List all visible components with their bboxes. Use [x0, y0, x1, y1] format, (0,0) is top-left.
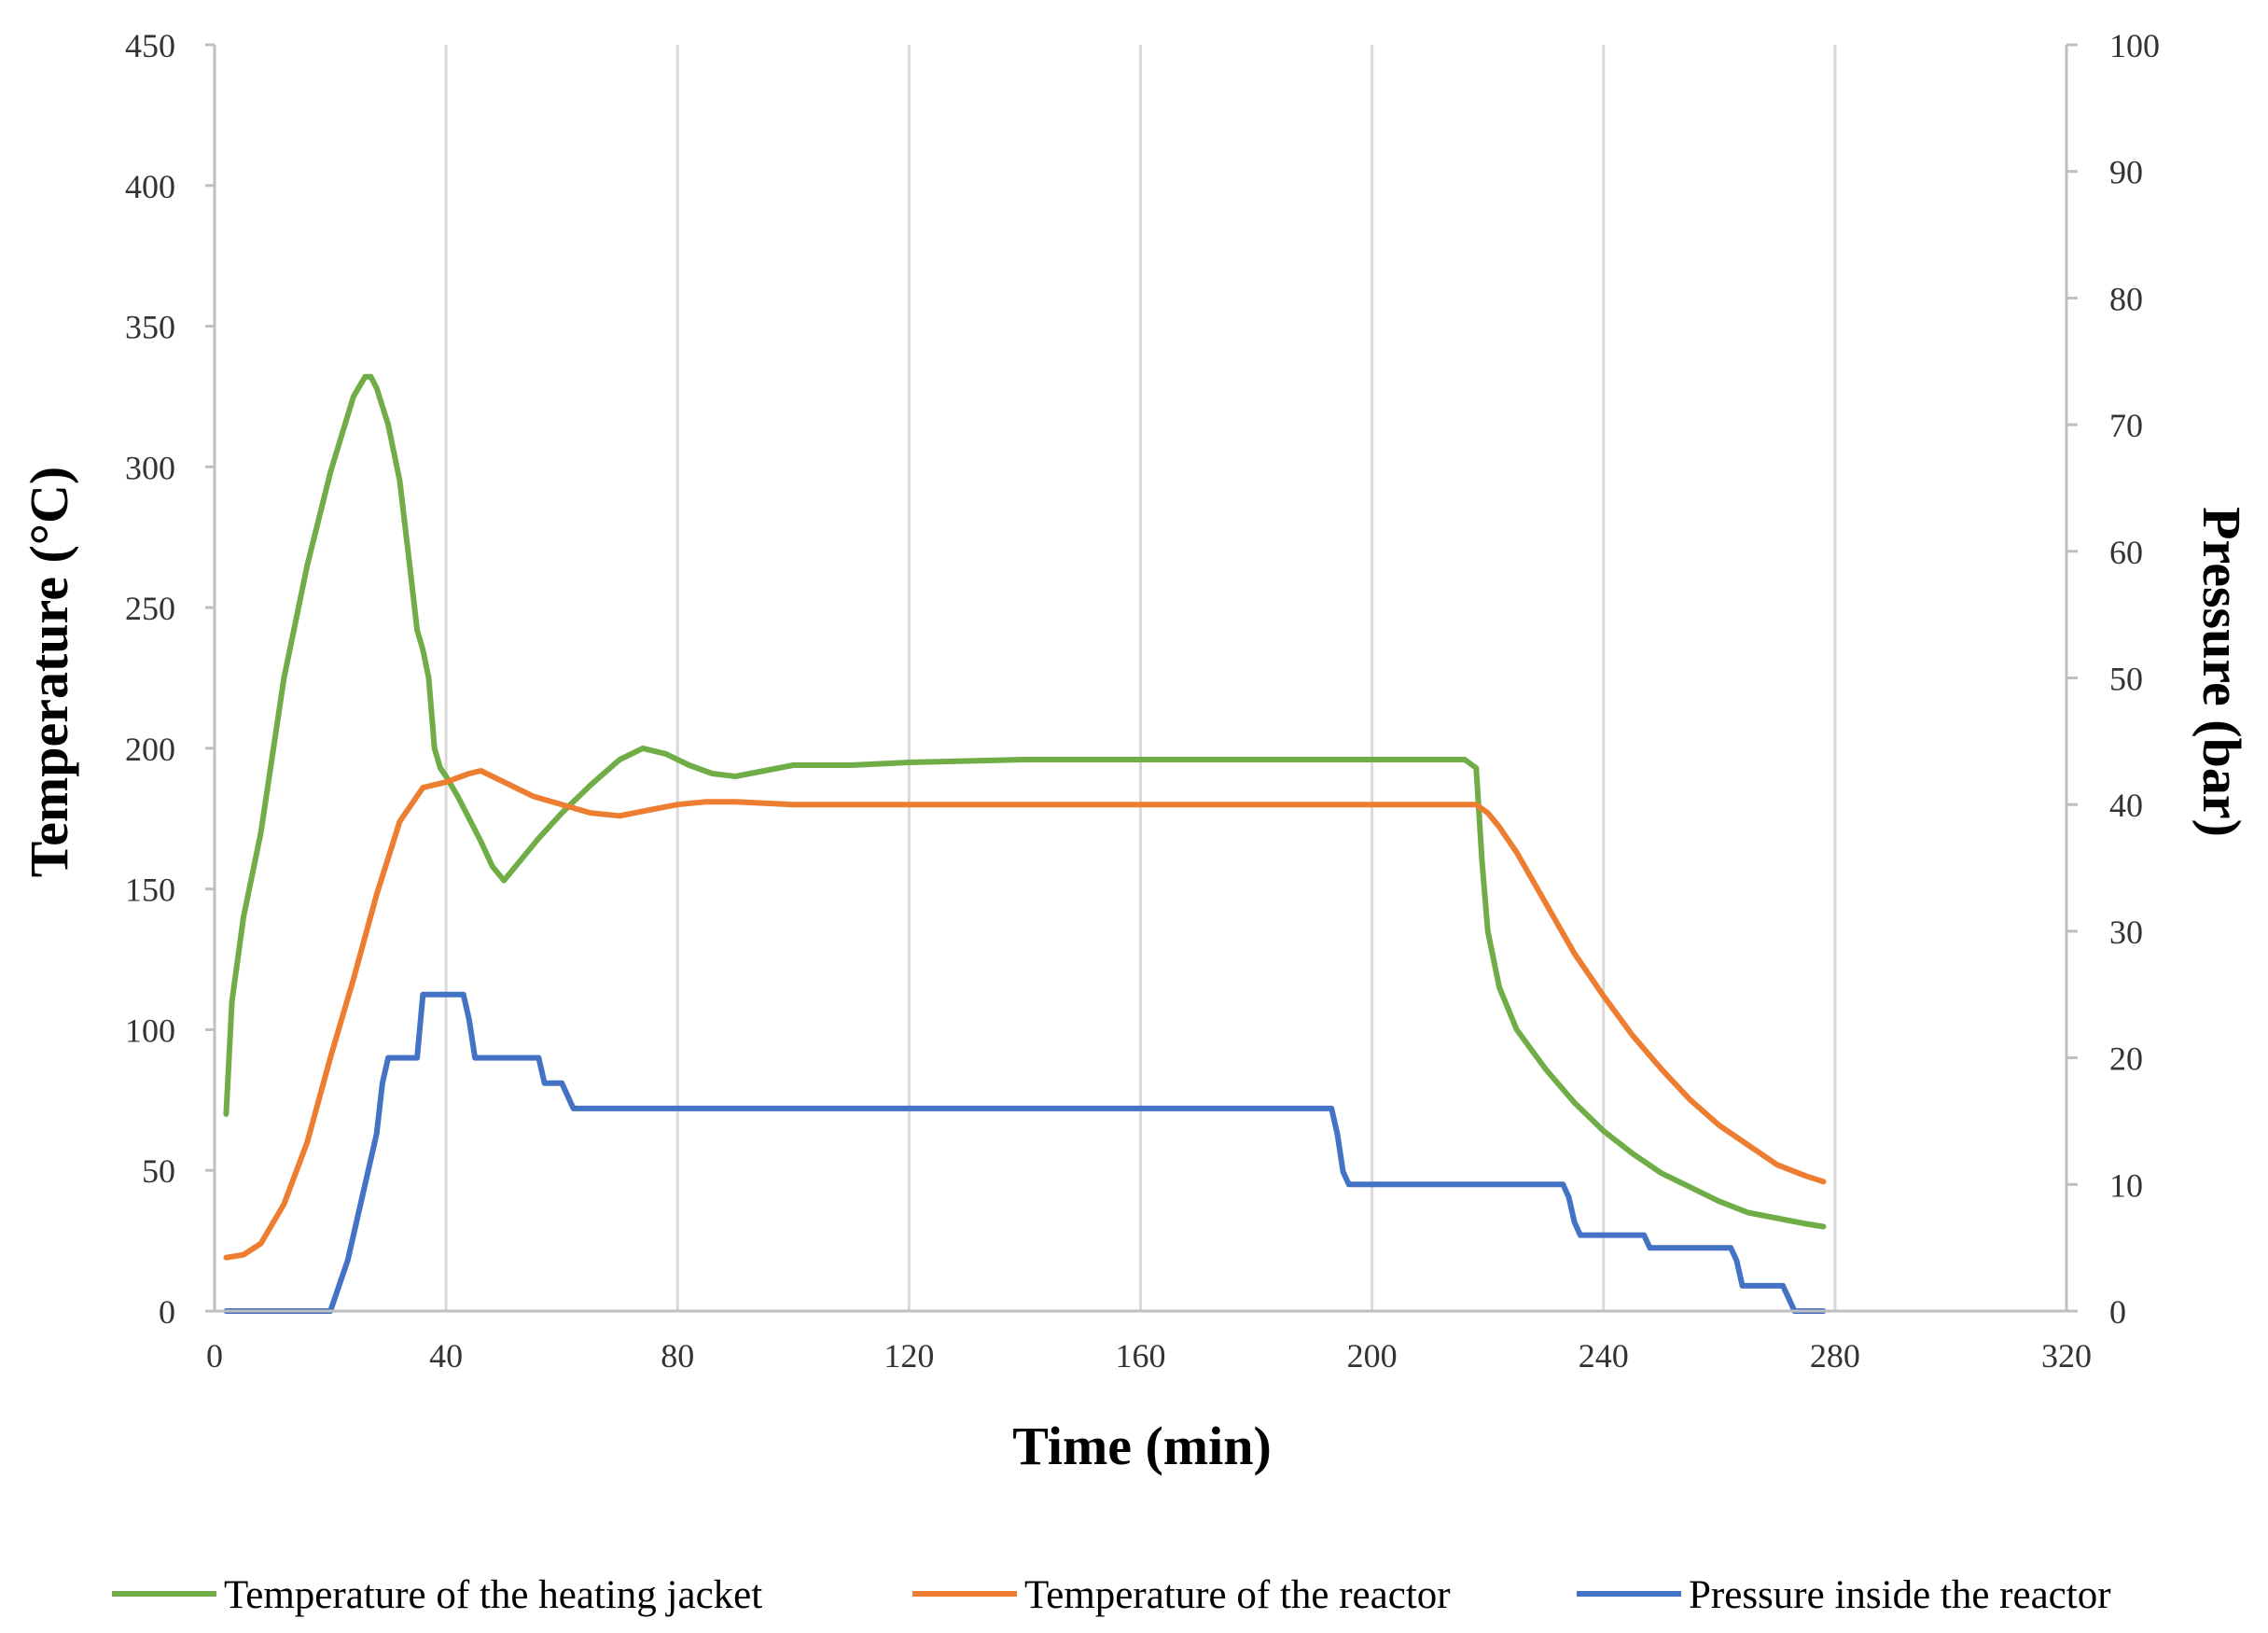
legend-label-reactor-temperature: Temperature of the reactor	[1024, 1573, 1451, 1617]
x-tick-label: 320	[2041, 1337, 2092, 1375]
left-tick-label: 250	[125, 590, 175, 627]
left-tick-label: 0	[159, 1293, 175, 1331]
legend-label-pressure: Pressure inside the reactor	[1689, 1573, 2111, 1617]
x-axis-title: Time (min)	[1012, 1416, 1272, 1476]
x-tick-label: 0	[206, 1337, 223, 1375]
right-tick-label: 100	[2109, 27, 2160, 64]
right-tick-label: 40	[2109, 787, 2143, 824]
left-tick-label: 100	[125, 1012, 175, 1049]
right-axis-title: Pressure (bar)	[2191, 507, 2252, 837]
x-tick-label: 40	[429, 1337, 463, 1375]
left-tick-label: 450	[125, 27, 175, 64]
x-tick-label: 240	[1579, 1337, 1629, 1375]
legend-label-heating-jacket: Temperature of the heating jacket	[224, 1573, 762, 1617]
right-tick-label: 70	[2109, 407, 2143, 444]
right-tick-label: 60	[2109, 534, 2143, 571]
series-line-reactor-temperature	[223, 768, 1827, 1261]
left-tick-label: 350	[125, 309, 175, 346]
x-tick-label: 280	[1810, 1337, 1860, 1375]
x-tick-labels: 0 40 80 120 160 200 240 280 320	[206, 1337, 2092, 1375]
right-tick-label: 20	[2109, 1040, 2143, 1078]
left-tick-label: 400	[125, 168, 175, 205]
legend: Temperature of the heating jacket Temper…	[112, 1573, 2111, 1617]
right-tick-label: 30	[2109, 914, 2143, 951]
x-tick-label: 160	[1116, 1337, 1166, 1375]
right-tick-label: 80	[2109, 280, 2143, 317]
left-tick-label: 50	[142, 1152, 175, 1190]
series-line-heating-jacket	[223, 373, 1827, 1230]
left-axis-title: Temperature (°C)	[19, 467, 79, 877]
left-tick-label: 150	[125, 872, 175, 909]
right-tick-labels: 0 10 20 30 40 50 60 70 80 90 100	[2066, 27, 2160, 1331]
series-layer	[223, 373, 1827, 1314]
vertical-gridlines	[444, 45, 2068, 1311]
right-tick-label: 90	[2109, 154, 2143, 191]
left-tick-label: 300	[125, 449, 175, 486]
x-tick-label: 80	[661, 1337, 694, 1375]
right-tick-label: 0	[2109, 1293, 2126, 1331]
right-tick-label: 50	[2109, 661, 2143, 698]
plot-area: 0 40 80 120 160 200 240 280 320 0501001502002503…	[125, 27, 2160, 1375]
x-tick-label: 120	[884, 1337, 934, 1375]
left-tick-labels: 0 50 100 150 200 250 300 350 400 450	[125, 27, 215, 1331]
left-tick-label: 200	[125, 731, 175, 768]
right-tick-label: 10	[2109, 1166, 2143, 1204]
series-line-pressure	[223, 991, 1827, 1314]
x-tick-label: 200	[1347, 1337, 1398, 1375]
